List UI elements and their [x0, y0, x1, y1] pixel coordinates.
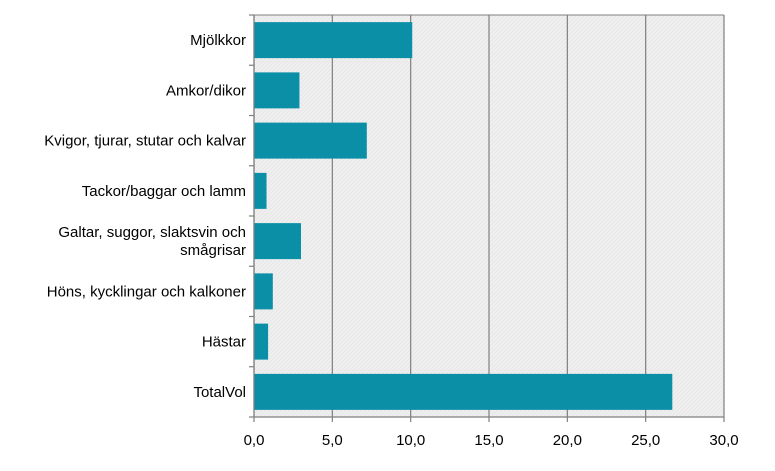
category-label-6: Hästar [202, 334, 246, 351]
category-label-4: Galtar, suggor, slaktsvin och smågrisar [58, 224, 246, 259]
x-tick-labels: 0,0 5,0 10,0 15,0 20,0 25,0 30,0 [244, 432, 739, 449]
category-label-line: Höns, kycklingar och kalkoner [47, 283, 246, 300]
x-tick-label-5: 5,0 [322, 432, 343, 449]
category-label-line: Mjölkkor [190, 32, 246, 49]
category-label-7: TotalVol [193, 384, 246, 401]
bar-4 [254, 223, 301, 260]
bar-5 [254, 273, 273, 310]
bar-2 [254, 122, 367, 159]
category-label-line: Tackor/baggar och lamm [82, 183, 246, 200]
category-label-line: Kvigor, tjurar, stutar och kalvar [44, 133, 246, 150]
x-tick-label-30: 30,0 [709, 432, 738, 449]
x-tick-label-20: 20,0 [553, 432, 582, 449]
bar-6 [254, 323, 269, 360]
category-label-line: Amkor/dikor [166, 82, 246, 99]
bar-1 [254, 72, 300, 109]
category-label-line: Hästar [202, 334, 246, 351]
category-label-1: Amkor/dikor [166, 82, 246, 99]
x-tick-label-15: 15,0 [474, 432, 503, 449]
x-tick-label-10: 10,0 [396, 432, 425, 449]
bar-3 [254, 172, 267, 209]
category-label-line: smågrisar [180, 242, 246, 259]
category-label-line: TotalVol [193, 384, 246, 401]
category-label-2: Kvigor, tjurar, stutar och kalvar [44, 133, 246, 150]
x-tick-label-0: 0,0 [244, 432, 265, 449]
category-label-0: Mjölkkor [190, 32, 246, 49]
axes [249, 14, 725, 422]
bars [254, 22, 673, 410]
x-tick-label-25: 25,0 [631, 432, 660, 449]
category-label-3: Tackor/baggar och lamm [82, 183, 246, 200]
bar-0 [254, 22, 413, 59]
bar-7 [254, 373, 673, 410]
category-labels: Mjölkkor Amkor/dikor Kvigor, tjurar, stuta… [44, 32, 246, 401]
category-label-5: Höns, kycklingar och kalkoner [47, 283, 246, 300]
category-label-line: Galtar, suggor, slaktsvin och [58, 224, 246, 241]
